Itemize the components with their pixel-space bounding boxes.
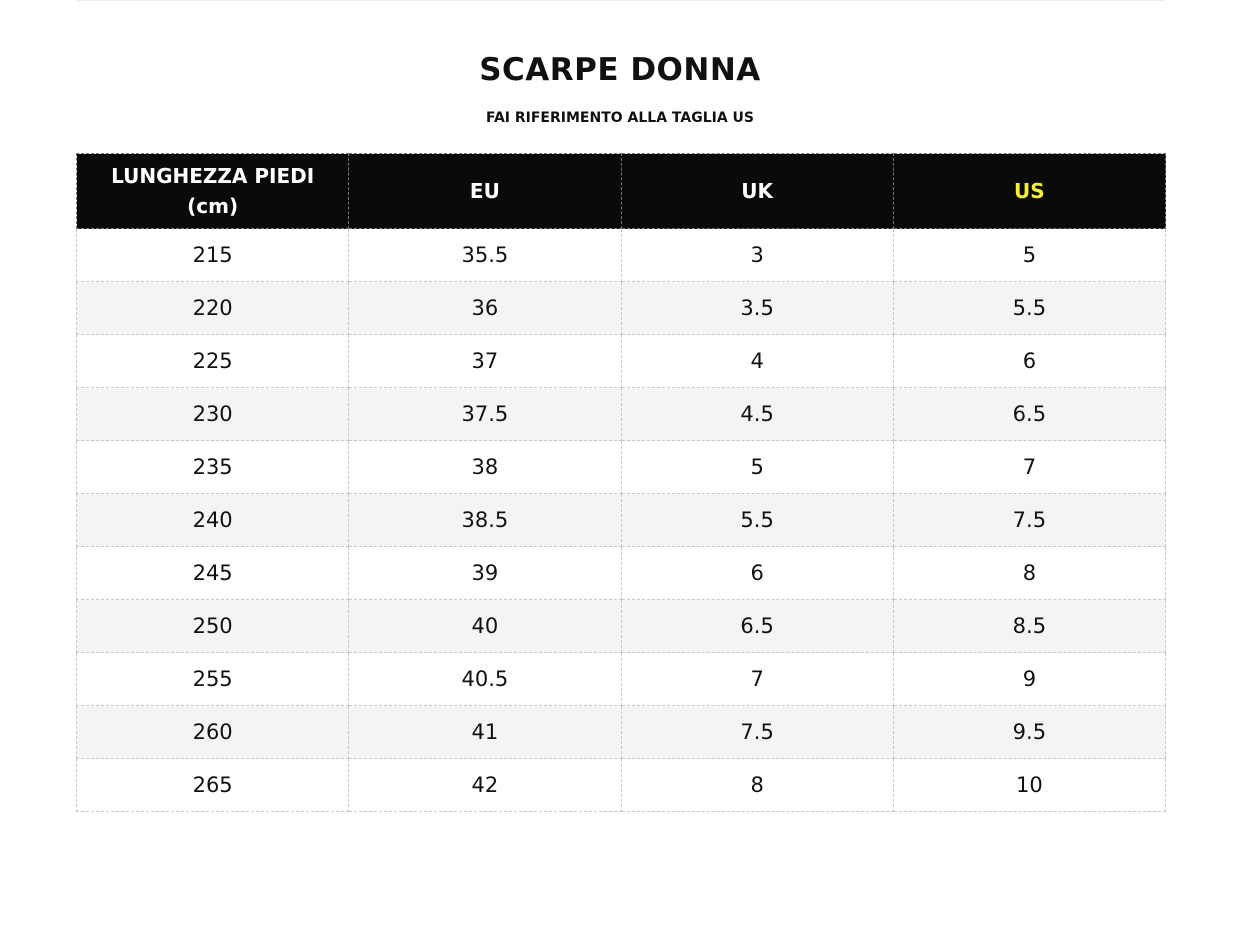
top-rule xyxy=(76,0,1165,1)
table-cell: 265 xyxy=(75,758,350,812)
table-cell: 225 xyxy=(75,334,350,388)
table-cell: 230 xyxy=(75,387,350,441)
column-header: EU xyxy=(348,153,622,229)
table-row: 245 39 6 8 xyxy=(75,546,1167,600)
table-row: 250 40 6.5 8.5 xyxy=(75,599,1167,653)
size-table: LUNGHEZZA PIEDI (cm) EU UK US 215 35.5 3 5 220 3… xyxy=(75,153,1167,812)
table-cell: 42 xyxy=(348,758,622,812)
table-cell: 7 xyxy=(892,440,1167,494)
table-cell: 9 xyxy=(892,652,1167,706)
table-cell: 6.5 xyxy=(892,387,1167,441)
table-cell: 7.5 xyxy=(620,705,894,759)
table-row: 225 37 4 6 xyxy=(75,334,1167,388)
table-cell: 7 xyxy=(620,652,894,706)
table-cell: 3 xyxy=(620,228,894,282)
table-cell: 6 xyxy=(620,546,894,600)
table-row: 230 37.5 4.5 6.5 xyxy=(75,387,1167,441)
table-cell: 8 xyxy=(892,546,1167,600)
table-cell: 5.5 xyxy=(620,493,894,547)
table-cell: 9.5 xyxy=(892,705,1167,759)
subtitle: FAI RIFERIMENTO ALLA TAGLIA US xyxy=(486,110,754,126)
table-cell: 38.5 xyxy=(348,493,622,547)
table-row: 265 42 8 10 xyxy=(75,758,1167,812)
table-cell: 5.5 xyxy=(892,281,1167,335)
table-cell: 260 xyxy=(75,705,350,759)
table-cell: 35.5 xyxy=(348,228,622,282)
table-cell: 37.5 xyxy=(348,387,622,441)
table-cell: 240 xyxy=(75,493,350,547)
table-cell: 215 xyxy=(75,228,350,282)
table-cell: 6 xyxy=(892,334,1167,388)
table-cell: 245 xyxy=(75,546,350,600)
table-cell: 250 xyxy=(75,599,350,653)
table-cell: 8 xyxy=(620,758,894,812)
table-cell: 38 xyxy=(348,440,622,494)
table-cell: 39 xyxy=(348,546,622,600)
table-cell: 40 xyxy=(348,599,622,653)
table-cell: 37 xyxy=(348,334,622,388)
table-cell: 5 xyxy=(892,228,1167,282)
table-body: 215 35.5 3 5 220 36 3.5 5.5 225 37 4 6 230 37.5 4.5 6.5… xyxy=(75,228,1167,812)
table-cell: 36 xyxy=(348,281,622,335)
table-row: 215 35.5 3 5 xyxy=(75,228,1167,282)
table-cell: 40.5 xyxy=(348,652,622,706)
title: SCARPE DONNA xyxy=(479,52,761,88)
table-row: 220 36 3.5 5.5 xyxy=(75,281,1167,335)
table-cell: 5 xyxy=(620,440,894,494)
table-row: 235 38 5 7 xyxy=(75,440,1167,494)
table-cell: 4.5 xyxy=(620,387,894,441)
table-cell: 220 xyxy=(75,281,350,335)
table-cell: 10 xyxy=(892,758,1167,812)
column-header: LUNGHEZZA PIEDI (cm) xyxy=(75,153,350,229)
table-cell: 255 xyxy=(75,652,350,706)
table-cell: 235 xyxy=(75,440,350,494)
table-cell: 4 xyxy=(620,334,894,388)
column-header: US xyxy=(892,153,1167,229)
table-row: 255 40.5 7 9 xyxy=(75,652,1167,706)
table-cell: 7.5 xyxy=(892,493,1167,547)
header-row: LUNGHEZZA PIEDI (cm) EU UK US xyxy=(75,153,1167,229)
table-row: 240 38.5 5.5 7.5 xyxy=(75,493,1167,547)
table-cell: 3.5 xyxy=(620,281,894,335)
column-header: UK xyxy=(620,153,894,229)
table-row: 260 41 7.5 9.5 xyxy=(75,705,1167,759)
table-cell: 6.5 xyxy=(620,599,894,653)
table-cell: 8.5 xyxy=(892,599,1167,653)
table-cell: 41 xyxy=(348,705,622,759)
